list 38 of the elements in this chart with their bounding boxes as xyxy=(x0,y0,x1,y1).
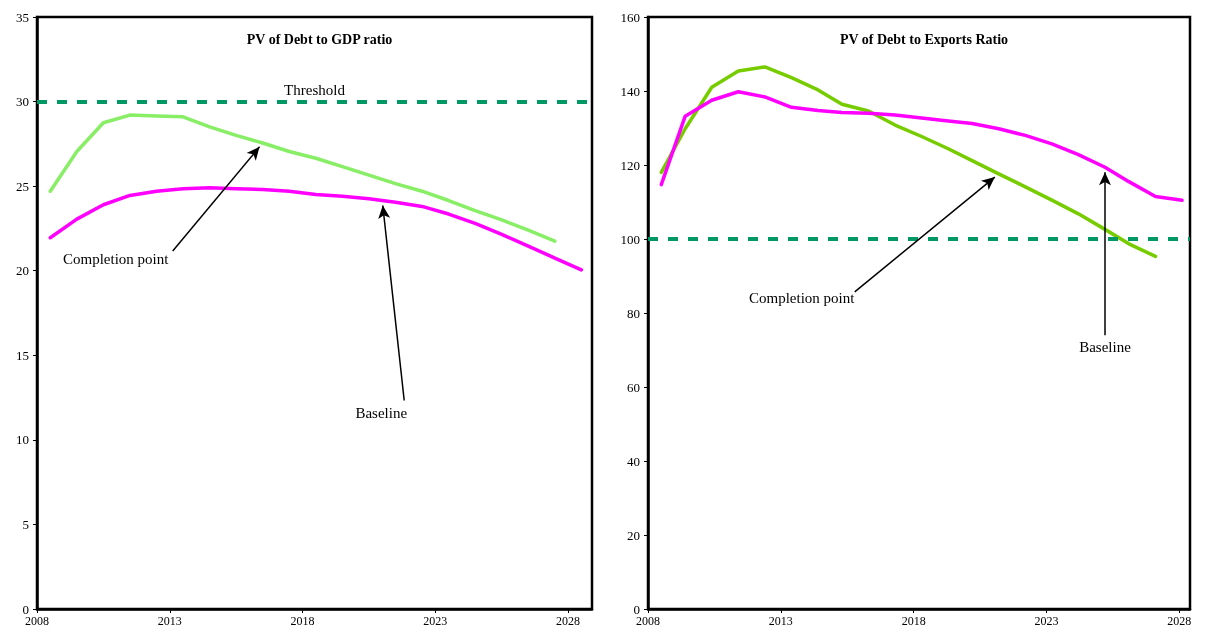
x-tick-label: 2013 xyxy=(157,614,182,628)
y-tick-label: 80 xyxy=(627,305,640,321)
text: PV of Debt to Exports Ratio xyxy=(839,31,1009,47)
x-tick-label: 2018 xyxy=(290,614,315,628)
y-tick-label: 15 xyxy=(16,347,29,363)
x-tick-label: 2008 xyxy=(636,614,660,628)
line-series xyxy=(48,186,584,272)
y-tick-label: 20 xyxy=(16,263,29,279)
x-tick-label: 2028 xyxy=(1167,614,1192,628)
y-tick-label: 20 xyxy=(627,527,640,543)
x-tick-label: 2013 xyxy=(768,614,793,628)
y-tick-label: 100 xyxy=(620,231,640,247)
y-tick-label: 60 xyxy=(627,379,640,395)
annotation: Baseline xyxy=(355,404,408,421)
annotation: Completion point xyxy=(63,251,170,268)
annotation: Completion point xyxy=(748,289,856,306)
x-tick-label: 2008 xyxy=(25,614,49,628)
text: PV of Debt to GDP ratio xyxy=(246,31,393,47)
annotation: Baseline xyxy=(1079,339,1132,356)
y-tick-label: 160 xyxy=(620,9,640,25)
y-tick-label: 30 xyxy=(16,94,29,110)
x-tick-label: 2023 xyxy=(423,614,448,628)
y-tick-label: 40 xyxy=(627,453,640,469)
x-tick-label: 2023 xyxy=(1034,614,1059,628)
ref-line-label: Threshold xyxy=(284,82,346,99)
y-tick-label: 120 xyxy=(620,157,640,173)
x-tick-label: 2018 xyxy=(901,614,926,628)
y-tick-label: 0 xyxy=(633,601,640,617)
line-series xyxy=(659,65,1158,259)
x-tick-label: 2028 xyxy=(556,614,581,628)
y-tick-label: 0 xyxy=(22,601,29,617)
y-tick-label: 35 xyxy=(16,9,29,25)
line-series xyxy=(48,113,557,243)
y-tick-label: 10 xyxy=(16,432,29,448)
line-series xyxy=(659,89,1184,202)
y-tick-label: 140 xyxy=(620,83,640,99)
y-tick-label: 5 xyxy=(22,516,29,532)
y-tick-label: 25 xyxy=(16,178,29,194)
